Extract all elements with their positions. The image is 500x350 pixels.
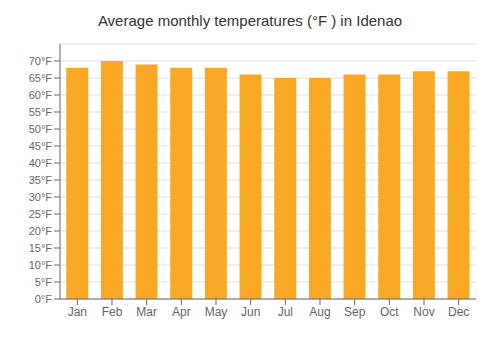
svg-text:May: May	[205, 305, 228, 319]
svg-text:Dec: Dec	[448, 305, 469, 319]
svg-text:15°F: 15°F	[29, 242, 53, 254]
svg-text:70°F: 70°F	[29, 55, 53, 67]
svg-text:30°F: 30°F	[29, 191, 53, 203]
svg-text:Jan: Jan	[68, 305, 87, 319]
svg-text:Jun: Jun	[241, 305, 260, 319]
svg-text:Mar: Mar	[136, 305, 157, 319]
svg-text:Feb: Feb	[102, 305, 123, 319]
svg-text:55°F: 55°F	[29, 106, 53, 118]
svg-text:Jul: Jul	[278, 305, 293, 319]
svg-text:35°F: 35°F	[29, 174, 53, 186]
svg-text:Aug: Aug	[309, 305, 330, 319]
svg-text:0°F: 0°F	[35, 293, 53, 305]
svg-text:25°F: 25°F	[29, 208, 53, 220]
svg-text:60°F: 60°F	[29, 89, 53, 101]
svg-text:65°F: 65°F	[29, 72, 53, 84]
svg-text:50°F: 50°F	[29, 123, 53, 135]
svg-text:45°F: 45°F	[29, 140, 53, 152]
svg-text:Oct: Oct	[380, 305, 399, 319]
svg-text:5°F: 5°F	[35, 276, 53, 288]
svg-text:Nov: Nov	[413, 305, 434, 319]
svg-text:10°F: 10°F	[29, 259, 53, 271]
html-text:Average monthly temperatures (: Average monthly temperatures (°F ) in Id…	[97, 12, 403, 29]
svg-text:20°F: 20°F	[29, 225, 53, 237]
svg-text:40°F: 40°F	[29, 157, 53, 169]
svg-text:Sep: Sep	[344, 305, 366, 319]
svg-text:Apr: Apr	[172, 305, 191, 319]
